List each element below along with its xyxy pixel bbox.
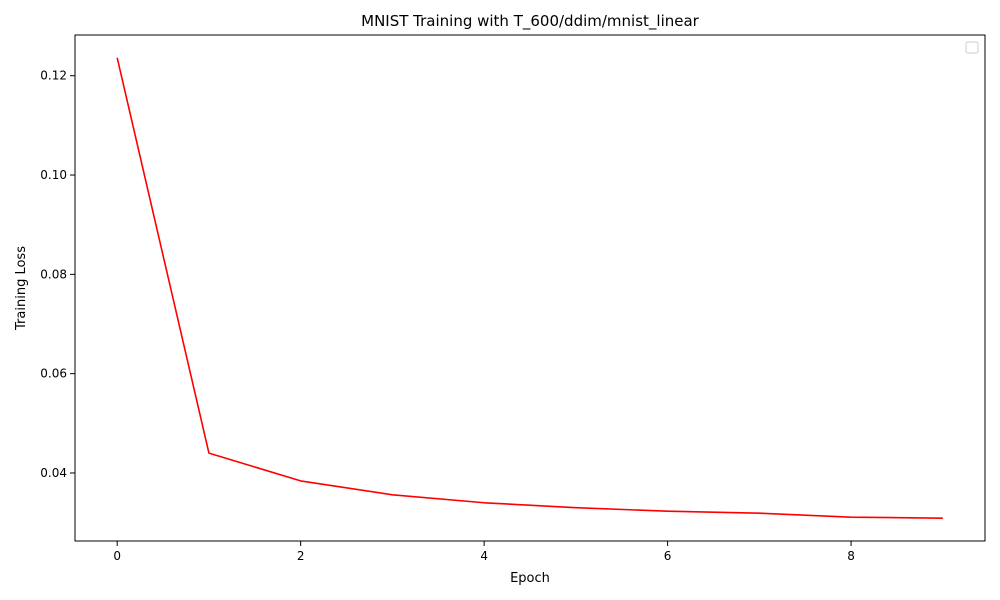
x-tick-label: 4	[480, 549, 488, 563]
x-tick-label: 6	[664, 549, 672, 563]
y-tick-label: 0.06	[40, 367, 67, 381]
y-axis-label: Training Loss	[14, 246, 29, 331]
x-tick-label: 0	[113, 549, 121, 563]
x-tick-label: 8	[847, 549, 855, 563]
x-tick-label: 2	[297, 549, 305, 563]
legend-box	[965, 41, 979, 54]
y-tick-label: 0.08	[40, 267, 67, 281]
y-tick-label: 0.04	[40, 466, 67, 480]
y-axis-ticks: 0.04 0.06 0.08 0.10 0.12	[40, 69, 75, 480]
series-layer	[116, 57, 943, 519]
plot-frame	[74, 34, 986, 542]
series-line	[116, 57, 943, 519]
x-axis-ticks: 0 2 4 6 8	[113, 541, 855, 563]
y-tick-label: 0.12	[40, 69, 67, 83]
x-axis-label: Epoch	[510, 571, 550, 586]
y-tick-label: 0.10	[40, 168, 67, 182]
chart-title: MNIST Training with T_600/ddim/mnist_lin…	[361, 12, 700, 31]
